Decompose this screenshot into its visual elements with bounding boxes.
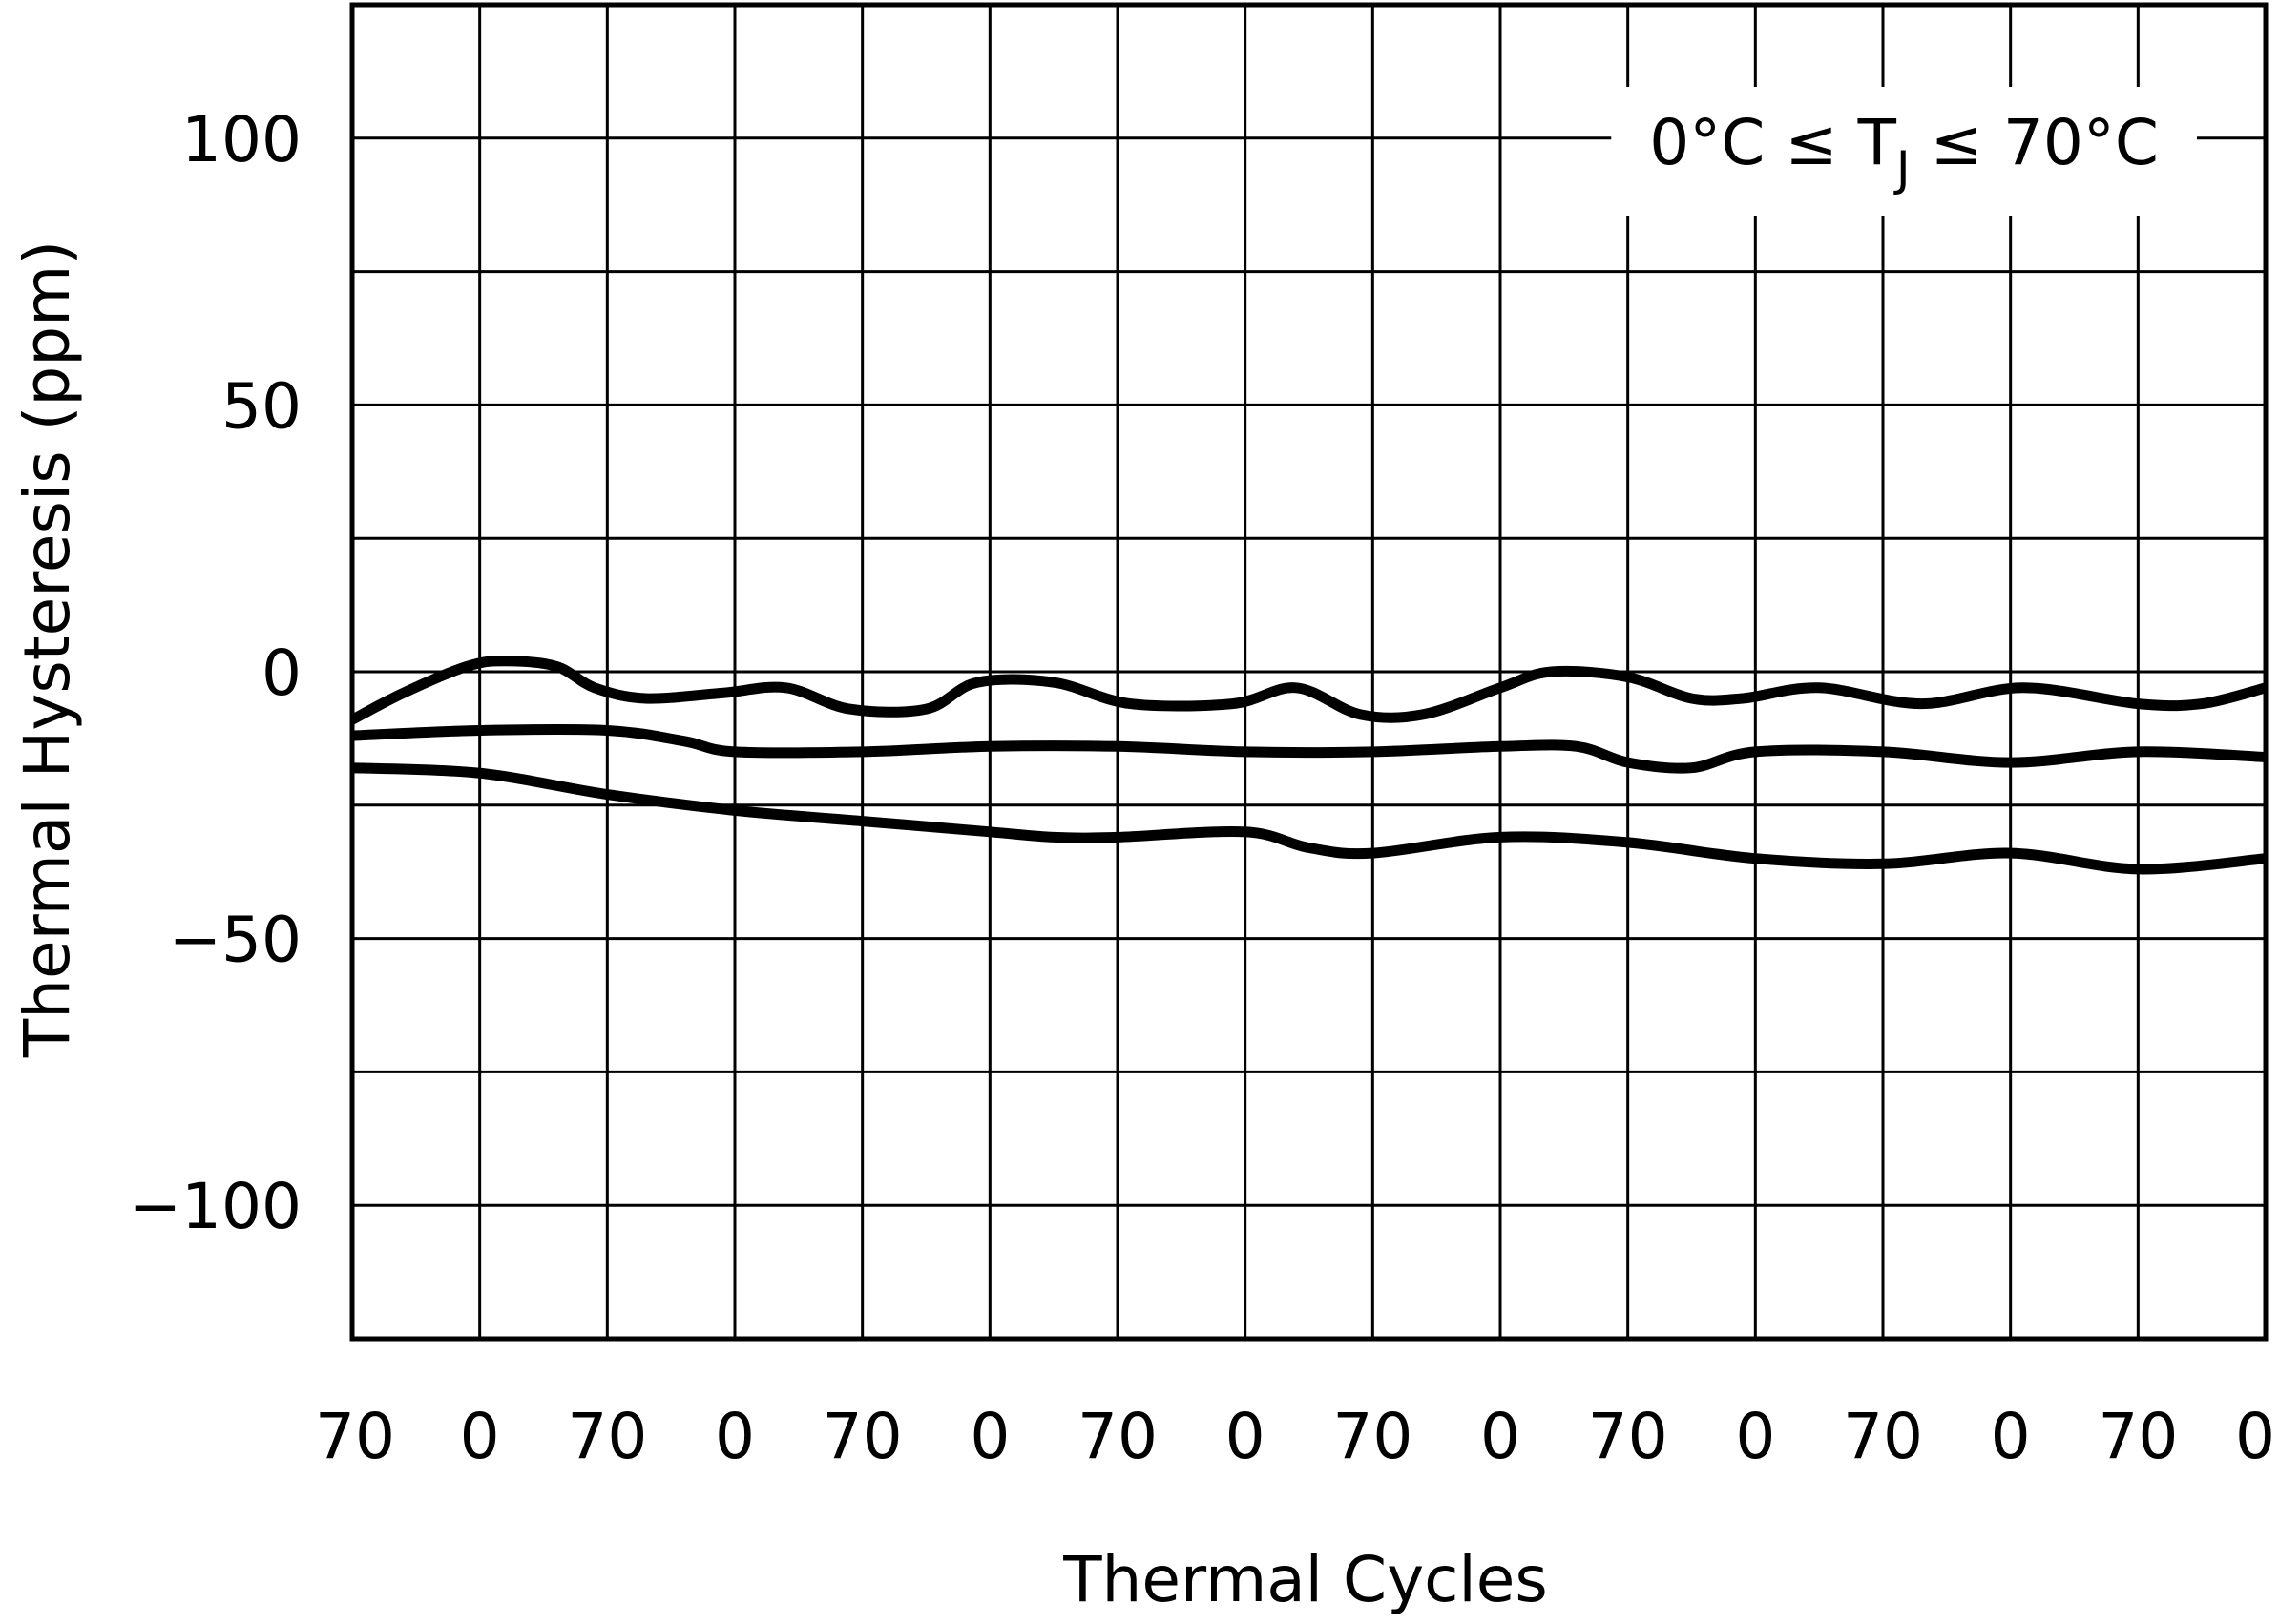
annotation-suffix: ≤ 70°C	[1911, 106, 2159, 179]
x-tick-label: 0	[460, 1400, 500, 1473]
plot-frame	[349, 2, 2269, 1342]
series-line-middle	[351, 723, 2267, 774]
x-axis-label: Thermal Cycles	[1062, 1543, 1548, 1616]
annotation-group: 0°C ≤ TJ ≤ 70°C	[1611, 87, 2197, 216]
x-tick-label: 0	[2235, 1400, 2275, 1473]
x-tick-label: 70	[2098, 1400, 2178, 1473]
x-tick-label: 70	[567, 1400, 647, 1473]
x-tick-label: 0	[715, 1400, 755, 1473]
annotation-prefix: 0°C ≤ T	[1649, 106, 1896, 179]
y-tick-label: 50	[221, 369, 302, 443]
x-tick-label: 70	[1332, 1400, 1412, 1473]
x-tick-label: 0	[970, 1400, 1010, 1473]
y-tick-label: −50	[169, 904, 302, 977]
x-tick-label: 70	[1588, 1400, 1668, 1473]
x-tick-label: 70	[1843, 1400, 1923, 1473]
x-tick-label: 70	[315, 1400, 395, 1473]
x-tick-label: 70	[1077, 1400, 1158, 1473]
y-axis-label: Thermal Hysteresis (ppm)	[10, 240, 84, 1058]
annotation-background	[1611, 87, 2197, 216]
annotation-subscript: J	[1893, 141, 1911, 197]
x-tick-label: 0	[1735, 1400, 1775, 1473]
y-tick-label: −100	[129, 1170, 302, 1243]
series-group	[349, 656, 2268, 875]
y-axis-tick-labels: 100 50 0 −50 −100	[129, 103, 302, 1243]
x-tick-label: 0	[1991, 1400, 2031, 1473]
y-tick-label: 0	[261, 636, 302, 710]
x-tick-label: 70	[823, 1400, 903, 1473]
x-axis-tick-labels: 70 0 70 0 70 0 70 0 70 0 70 0 70 0 70 0	[315, 1400, 2275, 1473]
series-line-upper	[349, 656, 2268, 725]
x-tick-label: 0	[1225, 1400, 1265, 1473]
series-line-lower	[351, 762, 2267, 875]
y-tick-label: 100	[181, 103, 302, 177]
temperature-range-annotation: 0°C ≤ TJ ≤ 70°C	[1649, 106, 2159, 197]
x-tick-label: 0	[1480, 1400, 1520, 1473]
